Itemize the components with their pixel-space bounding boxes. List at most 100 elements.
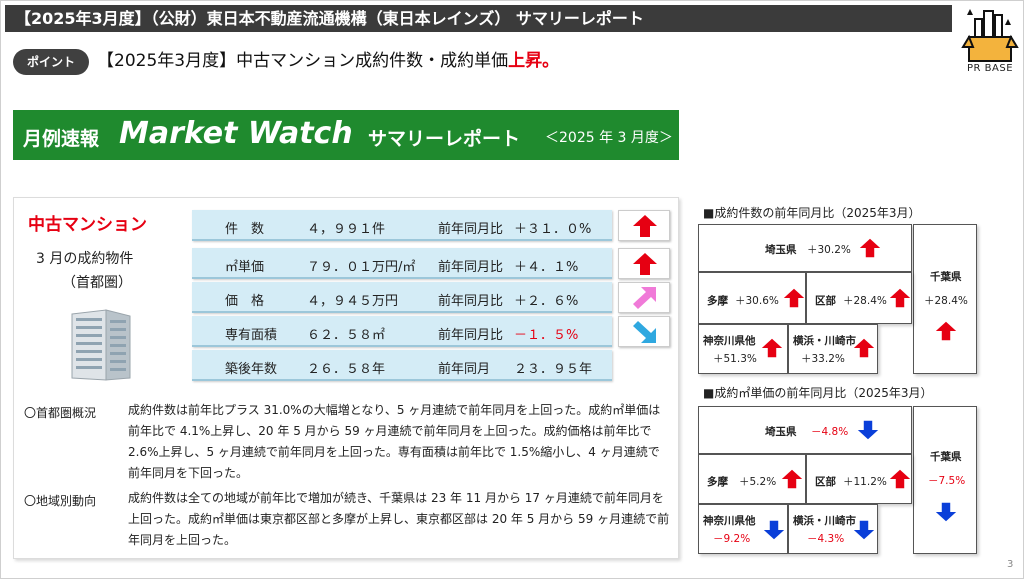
region-name: 千葉県 (930, 451, 962, 463)
stat-value: ４，９９１件 (307, 222, 386, 237)
up-arrow-icon (633, 253, 657, 275)
up-arrow-icon (761, 338, 783, 358)
stat-yoy-label: 前年同月比 (438, 260, 504, 275)
point-text-prefix: 【2025年3月度】中古マンション成約件数・成約単価 (97, 51, 509, 71)
up-arrow-icon (781, 469, 803, 489)
map1-kubu: 区部 ＋28.4% (806, 272, 912, 324)
banner-period: ＜2025 年 3 月度＞ (545, 130, 673, 146)
map1-yokohama: 横浜・川崎市 ＋33.2% (788, 324, 878, 374)
note-text-overview: 成約件数は前年比プラス 31.0%の大幅増となり、5 ヶ月連続で前年同月を上回っ… (128, 403, 661, 480)
pr-base-logo: PR BASE (959, 7, 1021, 77)
map1-saitama: 埼玉県 ＋30.2% (698, 224, 912, 272)
region-name: 横浜・川崎市 (793, 335, 856, 347)
region-name: 多摩 (707, 476, 728, 488)
stat-value: ２６．５８年 (307, 362, 386, 377)
stat-yoy-label: 前年同月比 (438, 294, 504, 309)
trend-box-price (618, 282, 670, 313)
region-value: ＋30.6% (735, 295, 779, 307)
category-title: 中古マンション (28, 215, 147, 235)
stat-value: ６２．５８㎡ (307, 328, 386, 343)
category-region: （首都圏） (62, 275, 132, 291)
map2-chiba: 千葉県 －7.5% (913, 406, 977, 554)
up-arrow-icon (783, 288, 805, 308)
stat-label: 件 数 (225, 222, 265, 237)
region-name: 千葉県 (930, 271, 962, 283)
stat-row-unit-price: ㎡単価 ７９．０１万円/㎡ 前年同月比 ＋４．１% (192, 248, 612, 279)
stat-value: ７９．０１万円/㎡ (307, 260, 416, 275)
map2-kanagawa: 神奈川県他 －9.2% (698, 504, 788, 554)
up-arrow-icon (889, 469, 911, 489)
banner-market-watch: Market Watch (119, 116, 353, 151)
note-label-overview: 〇首都圏概況 (24, 406, 97, 420)
map1-title: ■成約件数の前年同月比（2025年3月） (703, 206, 921, 220)
stat-row-age: 築後年数 ２６．５８年 前年同月 ２３．９５年 (192, 350, 612, 381)
stat-row-area: 専有面積 ６２．５８㎡ 前年同月比 －１．５% (192, 316, 612, 347)
stat-yoy: ＋２．６% (514, 294, 579, 309)
building-box-icon (961, 9, 1019, 62)
page-title: 【2025年3月度】（公財）東日本不動産流通機構（東日本レインズ） サマリーレポ… (5, 5, 952, 32)
region-name: 神奈川県他 (703, 515, 756, 527)
up-arrow-icon (633, 215, 657, 237)
stat-row-price: 価 格 ４，９４５万円 前年同月比 ＋２．６% (192, 282, 612, 313)
trend-box-unit-price (618, 248, 670, 279)
banner-monthly: 月例速報 (23, 128, 100, 150)
stat-row-count: 件 数 ４，９９１件 前年同月比 ＋３１．０% (192, 210, 612, 241)
stat-value: ４，９４５万円 (307, 294, 399, 309)
region-name: 区部 (815, 295, 836, 307)
region-name: 埼玉県 (765, 244, 797, 256)
down-arrow-icon (935, 502, 957, 522)
region-value: ＋51.3% (713, 353, 757, 365)
map1-chiba: 千葉県 ＋28.4% (913, 224, 977, 374)
point-text-highlight: 上昇 (508, 51, 543, 71)
region-value: －4.8% (811, 426, 849, 438)
map2-kubu: 区部 ＋11.2% (806, 454, 912, 504)
map2-tama: 多摩 ＋5.2% (698, 454, 806, 504)
region-value: ＋28.4% (843, 295, 887, 307)
region-value: ＋11.2% (843, 476, 887, 488)
stat-yoy-label: 前年同月比 (438, 328, 504, 343)
logo-text: PR BASE (966, 63, 1014, 74)
map2-title: ■成約㎡単価の前年同月比（2025年3月） (703, 386, 933, 400)
point-headline: 【2025年3月度】中古マンション成約件数・成約単価上昇。 (97, 48, 559, 74)
up-right-arrow-icon (633, 287, 656, 309)
trend-box-area (618, 316, 670, 347)
stat-label: 価 格 (225, 294, 265, 309)
region-value: －4.3% (807, 533, 845, 545)
region-name: 多摩 (707, 295, 728, 307)
trend-box-count (618, 210, 670, 241)
point-text-suffix: 。 (542, 51, 560, 71)
map1-tama: 多摩 ＋30.6% (698, 272, 806, 324)
map2-saitama: 埼玉県 －4.8% (698, 406, 912, 454)
stat-yoy-label: 前年同月 (438, 362, 491, 377)
stat-label: 築後年数 (225, 362, 278, 377)
banner-summary: サマリーレポート (368, 128, 521, 150)
region-value: ＋28.4% (924, 295, 968, 307)
apartment-building-icon (71, 309, 131, 381)
region-name: 神奈川県他 (703, 335, 756, 347)
stat-yoy: ＋３１．０% (514, 222, 592, 237)
region-name: 区部 (815, 476, 836, 488)
up-arrow-icon (859, 238, 881, 258)
page-number: 3 (1007, 559, 1014, 570)
map2-yokohama: 横浜・川崎市 －4.3% (788, 504, 878, 554)
condo-summary-panel: 中古マンション 3 月の成約物件 （首都圏） 件 数 ４，９９１件 前年同月比 … (13, 197, 679, 559)
down-right-arrow-icon (633, 321, 656, 343)
region-name: 埼玉県 (765, 426, 797, 438)
down-arrow-icon (857, 420, 879, 440)
stat-yoy: －１．５% (514, 328, 579, 343)
stat-label: ㎡単価 (225, 260, 265, 275)
region-value: ＋30.2% (807, 244, 851, 256)
note-text-regional: 成約件数は全ての地域が前年比で増加が続き、千葉県は 23 年 11 月から 17… (128, 491, 670, 547)
stat-label: 専有面積 (225, 328, 278, 343)
region-name: 横浜・川崎市 (793, 515, 856, 527)
up-arrow-icon (935, 321, 957, 341)
region-value: ＋33.2% (801, 353, 845, 365)
stat-yoy-label: 前年同月比 (438, 222, 504, 237)
down-arrow-icon (763, 520, 785, 540)
region-value: －7.5% (928, 475, 966, 487)
point-badge: ポイント (13, 49, 89, 75)
stat-yoy: ＋４．１% (514, 260, 579, 275)
market-watch-banner: 月例速報 Market Watch サマリーレポート ＜2025 年 3 月度＞ (13, 110, 679, 160)
stat-yoy: ２３．９５年 (514, 362, 593, 377)
